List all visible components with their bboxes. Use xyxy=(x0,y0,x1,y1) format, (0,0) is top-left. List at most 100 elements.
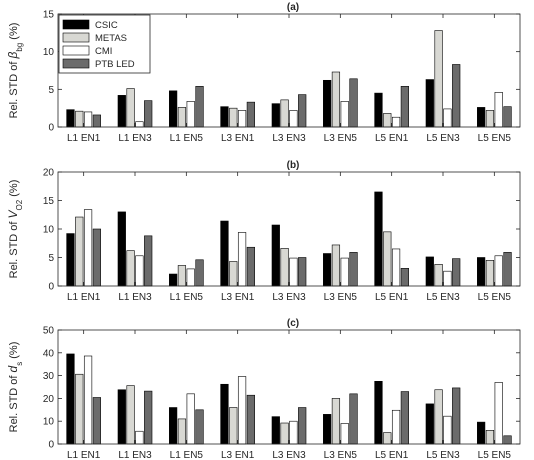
bar-cmi-l3-en1 xyxy=(237,376,247,445)
bar-ptb-led-l1-en3 xyxy=(144,235,153,287)
bar-metas-l1-en5 xyxy=(177,265,187,287)
x-tick-label: L1 EN3 xyxy=(118,292,152,303)
chart-panel-1: 0 5 10 15 L1 EN1 L1 EN3 L1 EN5 L3 EN1 L3 EN3 L3 E… xyxy=(6,2,521,144)
bar-metas-l1-en3 xyxy=(126,385,135,445)
bar-cmi-l5-en3 xyxy=(443,108,452,128)
bar-ptb-led-l5-en5 xyxy=(503,252,512,287)
bar-metas-l5-en3 xyxy=(434,389,443,445)
bar-csic-l3-en3 xyxy=(271,416,280,445)
y-tick-label: 40 xyxy=(43,348,55,359)
bar-csic-l3-en5 xyxy=(323,253,332,287)
plot-area xyxy=(58,172,520,286)
x-tick-label: L5 EN1 xyxy=(375,292,409,303)
x-tick-label: L5 EN5 xyxy=(478,450,512,460)
bar-ptb-led-l5-en3 xyxy=(452,387,461,445)
bar-ptb-led-l1-en5 xyxy=(195,86,204,128)
bar-ptb-led-l5-en1 xyxy=(400,391,409,445)
bar-csic-l5-en1 xyxy=(374,92,383,128)
x-tick-label: L1 EN3 xyxy=(118,133,152,144)
legend-label-ptb-led: PTB LED xyxy=(95,59,135,70)
y-tick-label: 20 xyxy=(43,394,55,405)
bar-ptb-led-l1-en3 xyxy=(144,100,153,128)
bar-metas-l3-en5 xyxy=(331,244,341,287)
bar-ptb-led-l5-en1 xyxy=(400,86,409,128)
bar-cmi-l5-en1 xyxy=(391,248,401,287)
bar-metas-l3-en3 xyxy=(280,422,289,445)
x-tick-label: L3 EN3 xyxy=(272,450,306,460)
x-tick-label: L3 EN5 xyxy=(324,450,358,460)
bar-cmi-l3-en1 xyxy=(237,232,247,287)
legend: CSIC METAS CMI PTB LED xyxy=(58,14,151,74)
bar-csic-l3-en3 xyxy=(271,103,280,128)
y-tick-label: 20 xyxy=(43,168,55,179)
bar-cmi-l5-en3 xyxy=(443,415,452,445)
x-tick-label: L1 EN1 xyxy=(67,133,101,144)
bar-csic-l5-en5 xyxy=(477,257,486,287)
x-tick-label: L3 EN3 xyxy=(272,133,306,144)
bar-ptb-led-l1-en3 xyxy=(144,390,153,445)
bar-cmi-l5-en5 xyxy=(494,382,503,445)
chart-panels: 0 5 10 15 L1 EN1 L1 EN3 L1 EN5 L3 EN1 L3 EN3 L3 E… xyxy=(6,2,521,460)
bar-metas-l1-en5 xyxy=(177,418,187,445)
bar-metas-l3-en1 xyxy=(229,107,238,128)
bar-ptb-led-l5-en5 xyxy=(503,106,512,128)
bar-cmi-l5-en1 xyxy=(391,409,401,445)
x-tick-label: L1 EN5 xyxy=(170,133,204,144)
legend-swatch-cmi xyxy=(62,45,90,56)
bar-csic-l3-en1 xyxy=(220,106,229,128)
x-tick-label: L1 EN1 xyxy=(67,450,101,460)
x-tick-label: L5 EN1 xyxy=(375,133,409,144)
bar-metas-l3-en5 xyxy=(331,398,341,445)
bar-metas-l5-en1 xyxy=(383,231,392,287)
legend-swatch-csic xyxy=(62,19,90,30)
x-tick-label: L3 EN5 xyxy=(324,292,358,303)
x-tick-label: L1 EN1 xyxy=(67,292,101,303)
bar-csic-l3-en5 xyxy=(323,79,332,128)
bar-cmi-l1-en1 xyxy=(83,111,93,128)
y-tick-label: 10 xyxy=(43,417,55,428)
bar-cmi-l3-en3 xyxy=(289,110,298,128)
bar-csic-l3-en5 xyxy=(323,414,332,445)
y-tick-label: 0 xyxy=(48,440,54,451)
bar-cmi-l1-en5 xyxy=(186,268,195,287)
legend-label-cmi: CMI xyxy=(95,46,112,57)
y-tick-label: 10 xyxy=(43,47,55,58)
bar-csic-l5-en1 xyxy=(374,380,383,445)
bar-metas-l3-en5 xyxy=(331,71,341,128)
x-tick-label: L5 EN3 xyxy=(426,292,460,303)
bar-metas-l5-en3 xyxy=(434,30,443,128)
bar-ptb-led-l3-en1 xyxy=(246,394,255,445)
y-axis-label: Rel. STD of ds (%) xyxy=(6,342,24,433)
x-tick-label: L5 EN1 xyxy=(375,450,409,460)
bar-csic-l3-en3 xyxy=(271,224,280,287)
bar-cmi-l3-en1 xyxy=(237,110,247,128)
bar-cmi-l5-en1 xyxy=(391,116,401,128)
panel-title: (c) xyxy=(287,318,299,329)
bar-ptb-led-l1-en1 xyxy=(92,114,101,128)
bar-ptb-led-l1-en5 xyxy=(195,259,204,287)
bar-metas-l5-en3 xyxy=(434,264,443,287)
bar-metas-l5-en5 xyxy=(485,110,495,128)
x-tick-label: L3 EN1 xyxy=(221,292,255,303)
y-axis-label: Rel. STD of βbg (%) xyxy=(6,23,24,119)
bar-metas-l1-en1 xyxy=(75,373,84,445)
bar-csic-l5-en3 xyxy=(425,79,434,128)
y-tick-label: 15 xyxy=(43,10,55,21)
bar-ptb-led-l5-en3 xyxy=(452,64,461,128)
legend-label-metas: METAS xyxy=(95,33,127,44)
bar-ptb-led-l3-en5 xyxy=(349,78,358,128)
bar-csic-l1-en3 xyxy=(117,95,126,128)
bar-csic-l5-en3 xyxy=(425,256,434,287)
y-tick-label: 10 xyxy=(43,225,55,236)
bar-cmi-l3-en5 xyxy=(340,423,349,445)
bar-ptb-led-l1-en1 xyxy=(92,228,101,287)
bar-csic-l5-en1 xyxy=(374,191,383,287)
bar-csic-l1-en3 xyxy=(117,211,126,287)
bar-ptb-led-l5-en3 xyxy=(452,258,461,287)
bar-metas-l5-en1 xyxy=(383,113,392,128)
bar-csic-l1-en1 xyxy=(66,353,75,445)
y-tick-label: 5 xyxy=(48,85,54,96)
bar-ptb-led-l5-en1 xyxy=(400,268,409,287)
x-tick-label: L5 EN5 xyxy=(478,133,512,144)
